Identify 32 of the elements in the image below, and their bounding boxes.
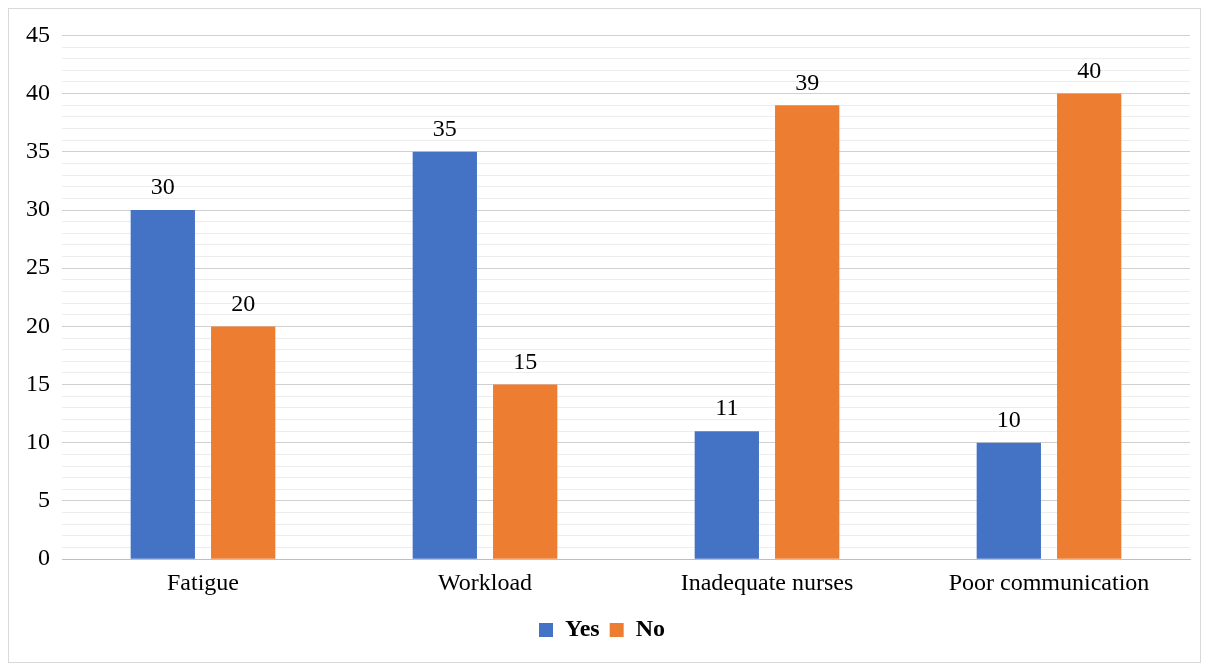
- bar: [775, 105, 840, 559]
- x-tick-label: Poor communication: [948, 568, 1150, 595]
- x-tick-label: Inadequate nurses: [680, 568, 854, 595]
- y-tick-label: 0: [38, 544, 50, 571]
- data-label: 15: [513, 347, 538, 374]
- y-tick-label: 30: [26, 195, 50, 222]
- data-label: 11: [715, 394, 739, 421]
- y-tick-label: 45: [26, 20, 50, 47]
- data-label: 30: [150, 173, 175, 200]
- data-label: 20: [231, 289, 256, 316]
- y-tick-label: 20: [26, 311, 50, 338]
- bar: [1057, 93, 1122, 559]
- y-tick-label: 5: [38, 486, 50, 513]
- data-label: 35: [432, 115, 457, 142]
- bar: [412, 151, 477, 559]
- bar: [976, 442, 1041, 559]
- y-tick-label: 10: [26, 428, 50, 455]
- x-tick-label: Workload: [437, 568, 533, 595]
- bar: [694, 431, 759, 559]
- data-label: 39: [795, 68, 820, 95]
- data-label: 10: [996, 406, 1021, 433]
- bar: [211, 326, 276, 559]
- bar: [493, 384, 558, 559]
- y-tick-label: 15: [26, 369, 50, 396]
- data-label: 40: [1077, 56, 1102, 83]
- legend-label: No: [635, 615, 666, 642]
- x-tick-label: Fatigue: [167, 568, 239, 595]
- y-tick-label: 40: [26, 78, 50, 105]
- y-tick-label: 35: [26, 137, 50, 164]
- legend-label: Yes: [565, 615, 600, 642]
- y-tick-label: 25: [26, 253, 50, 280]
- bar: [130, 210, 195, 559]
